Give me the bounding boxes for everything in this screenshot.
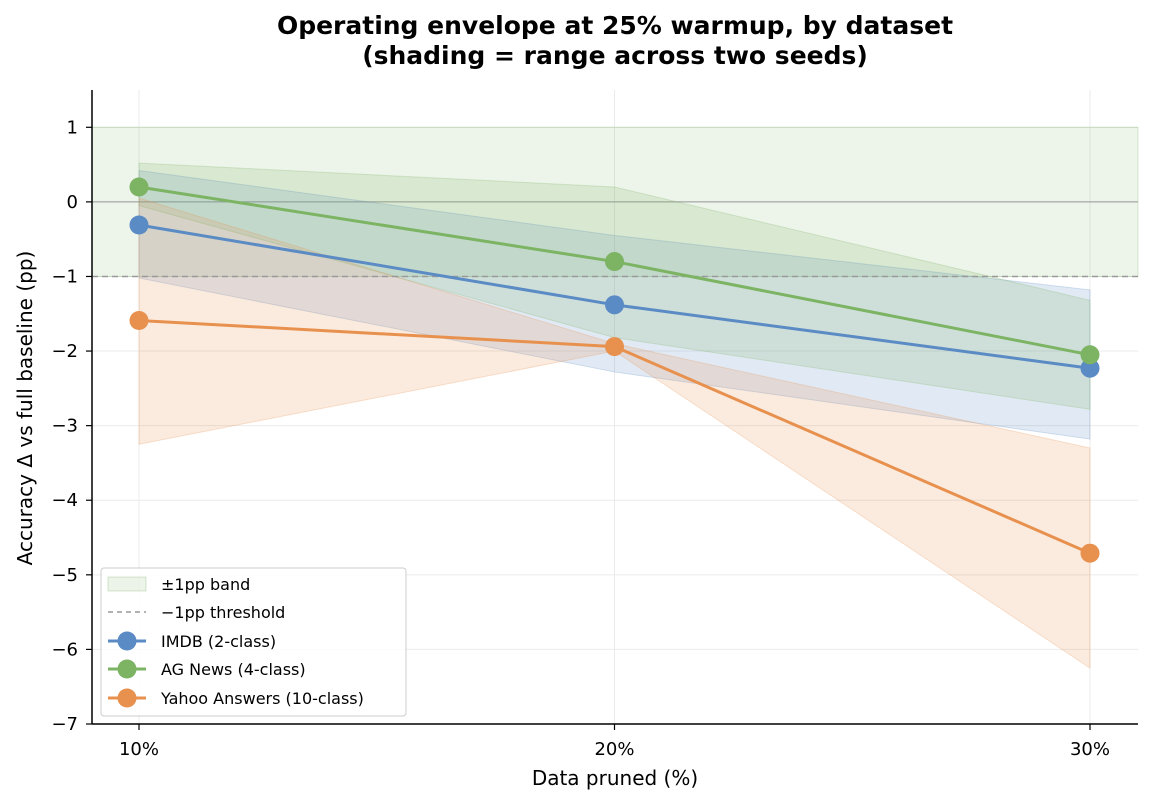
legend-agnews-label: AG News (4-class) [161, 660, 306, 679]
legend-frame [100, 567, 407, 717]
x-tick-label-1: 20% [594, 739, 634, 760]
data-point-agnews-0 [129, 177, 149, 197]
legend-band-swatch [107, 576, 147, 592]
y-tick-label-6: −5 [51, 565, 78, 586]
legend-imdb-marker [117, 631, 137, 651]
data-point-imdb-0 [129, 215, 149, 235]
y-tick-label-5: −4 [51, 490, 78, 511]
legend-agnews-marker [117, 659, 137, 679]
data-point-yahoo-1 [605, 337, 624, 357]
data-point-imdb-2 [1080, 358, 1100, 378]
x-axis-label: Data pruned (%) [532, 766, 698, 790]
legend-yahoo-label: Yahoo Answers (10-class) [160, 689, 364, 708]
y-axis-label: Accuracy Δ vs full baseline (pp) [13, 251, 37, 566]
legend-band-label: ±1pp band [161, 575, 250, 594]
legend-threshold-label: −1pp threshold [161, 603, 285, 622]
data-point-yahoo-0 [129, 310, 149, 330]
data-point-imdb-1 [605, 295, 624, 315]
x-tick-label-0: 10% [119, 739, 159, 760]
y-tick-label-4: −3 [51, 416, 78, 437]
data-point-yahoo-2 [1080, 543, 1100, 563]
y-tick-label-7: −6 [51, 639, 78, 660]
y-tick-label-1: 0 [67, 192, 78, 213]
data-point-agnews-1 [605, 252, 624, 272]
legend: ±1pp band −1pp threshold IMDB (2-class) … [100, 567, 407, 717]
y-tick-label-0: 1 [67, 117, 78, 138]
data-point-agnews-2 [1080, 345, 1100, 365]
y-tick-label-2: −1 [51, 266, 78, 287]
legend-yahoo-marker [117, 688, 137, 708]
x-tick-label-2: 30% [1070, 739, 1110, 760]
chart-title-line-2: (shading = range across two seeds) [362, 41, 868, 70]
y-tick-label-8: −7 [51, 714, 78, 735]
plot-area: 1 0 −1 −2 −3 −4 −5 −6 −7 10% 20% 30% [51, 90, 1139, 760]
y-tick-label-3: −2 [51, 341, 78, 362]
legend-imdb-label: IMDB (2-class) [161, 632, 276, 651]
chart-title-line-1: Operating envelope at 25% warmup, by dat… [277, 11, 953, 40]
